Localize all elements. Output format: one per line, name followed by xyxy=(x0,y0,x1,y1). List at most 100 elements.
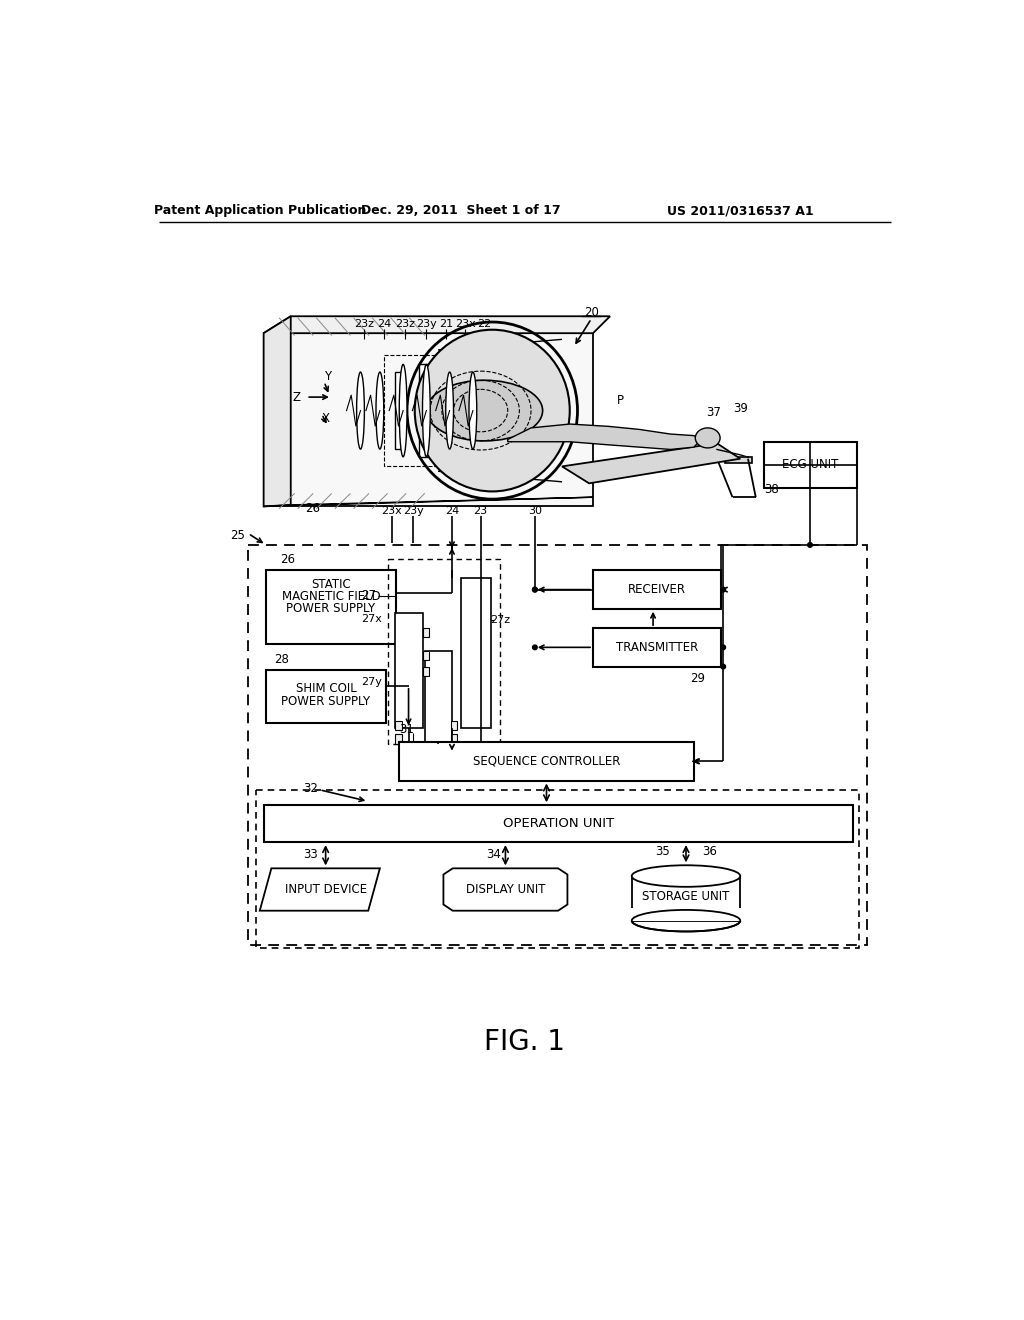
Text: SEQUENCE CONTROLLER: SEQUENCE CONTROLLER xyxy=(473,755,621,768)
Text: 22: 22 xyxy=(477,319,492,329)
Circle shape xyxy=(532,645,538,649)
Text: OPERATION UNIT: OPERATION UNIT xyxy=(503,817,613,830)
Bar xyxy=(423,651,429,660)
Text: SHIM COIL: SHIM COIL xyxy=(296,682,356,696)
Ellipse shape xyxy=(415,330,569,491)
Text: 23: 23 xyxy=(473,506,487,516)
Bar xyxy=(632,876,740,921)
Text: Y: Y xyxy=(325,370,332,383)
Ellipse shape xyxy=(376,372,384,449)
Bar xyxy=(630,908,741,921)
Text: 27z: 27z xyxy=(489,615,510,626)
Ellipse shape xyxy=(632,866,740,887)
Text: 38: 38 xyxy=(764,483,778,496)
Text: STATIC: STATIC xyxy=(311,578,351,591)
Text: 23z: 23z xyxy=(395,319,416,329)
Circle shape xyxy=(808,543,812,548)
Polygon shape xyxy=(263,498,593,507)
Circle shape xyxy=(721,664,726,669)
Text: 23y: 23y xyxy=(402,506,424,516)
Text: X: X xyxy=(322,412,330,425)
Text: 27x: 27x xyxy=(361,614,382,624)
Circle shape xyxy=(721,645,726,649)
Ellipse shape xyxy=(445,372,454,449)
Text: INPUT DEVICE: INPUT DEVICE xyxy=(285,883,367,896)
Text: TRANSMITTER: TRANSMITTER xyxy=(615,640,698,653)
Text: 23z: 23z xyxy=(354,319,375,329)
Text: FIG. 1: FIG. 1 xyxy=(484,1028,565,1056)
Bar xyxy=(593,628,721,667)
Text: 29: 29 xyxy=(690,672,706,685)
Ellipse shape xyxy=(426,380,543,441)
Bar xyxy=(395,721,401,730)
Bar xyxy=(593,570,721,609)
Polygon shape xyxy=(508,424,701,449)
Text: 21: 21 xyxy=(438,319,453,329)
Bar xyxy=(384,355,484,466)
Bar xyxy=(395,612,423,729)
Circle shape xyxy=(532,587,538,591)
Bar xyxy=(395,734,401,743)
Text: 23x: 23x xyxy=(381,506,401,516)
Bar xyxy=(465,376,473,445)
Bar xyxy=(764,442,856,488)
Bar xyxy=(266,570,396,644)
Text: 27y: 27y xyxy=(361,677,382,686)
Text: 24: 24 xyxy=(377,319,391,329)
Text: US 2011/0316537 A1: US 2011/0316537 A1 xyxy=(667,205,813,218)
Text: 39: 39 xyxy=(733,403,748,416)
Ellipse shape xyxy=(695,428,720,447)
Circle shape xyxy=(721,587,726,591)
Text: 35: 35 xyxy=(655,845,670,858)
Polygon shape xyxy=(562,444,740,483)
Polygon shape xyxy=(263,317,610,333)
Text: DISPLAY UNIT: DISPLAY UNIT xyxy=(466,883,545,896)
Bar xyxy=(263,333,593,507)
Circle shape xyxy=(532,587,538,591)
Bar xyxy=(423,667,429,676)
Text: Dec. 29, 2011  Sheet 1 of 17: Dec. 29, 2011 Sheet 1 of 17 xyxy=(361,205,561,218)
Text: 31: 31 xyxy=(399,723,415,737)
Text: 24: 24 xyxy=(444,506,459,516)
Text: 33: 33 xyxy=(303,847,317,861)
Bar xyxy=(256,789,859,948)
Text: POWER SUPPLY: POWER SUPPLY xyxy=(282,694,371,708)
Bar xyxy=(425,651,452,743)
Text: MAGNETIC FIELD: MAGNETIC FIELD xyxy=(282,590,381,603)
Bar xyxy=(725,457,752,463)
Text: Patent Application Publication: Patent Application Publication xyxy=(154,205,366,218)
Ellipse shape xyxy=(469,372,477,449)
Text: 34: 34 xyxy=(486,847,501,861)
Text: 30: 30 xyxy=(528,506,542,516)
Bar xyxy=(423,628,429,638)
Text: 32: 32 xyxy=(303,781,317,795)
Text: 20: 20 xyxy=(584,306,599,319)
Text: RECEIVER: RECEIVER xyxy=(628,583,686,597)
Ellipse shape xyxy=(423,364,430,457)
Text: 37: 37 xyxy=(707,407,721,418)
Text: Z: Z xyxy=(293,391,301,404)
Text: STORAGE UNIT: STORAGE UNIT xyxy=(642,890,730,903)
Text: POWER SUPPLY: POWER SUPPLY xyxy=(287,602,376,615)
Text: 26: 26 xyxy=(281,553,295,566)
Text: 23x: 23x xyxy=(455,319,475,329)
Ellipse shape xyxy=(356,372,365,449)
Text: 26: 26 xyxy=(305,502,319,515)
Bar xyxy=(442,368,452,453)
Bar xyxy=(399,742,693,780)
Text: 28: 28 xyxy=(274,653,289,667)
Bar xyxy=(461,578,490,729)
Bar xyxy=(248,545,866,945)
Text: 36: 36 xyxy=(701,845,717,858)
Text: 27: 27 xyxy=(361,589,376,602)
Text: 25: 25 xyxy=(230,529,246,543)
Bar xyxy=(263,805,853,842)
Bar xyxy=(395,372,403,449)
Bar xyxy=(452,734,458,743)
Text: ECG UNIT: ECG UNIT xyxy=(781,458,839,471)
Ellipse shape xyxy=(399,364,407,457)
Bar xyxy=(452,721,458,730)
Bar xyxy=(419,364,428,457)
Bar xyxy=(266,671,386,723)
Text: P: P xyxy=(616,395,624,408)
